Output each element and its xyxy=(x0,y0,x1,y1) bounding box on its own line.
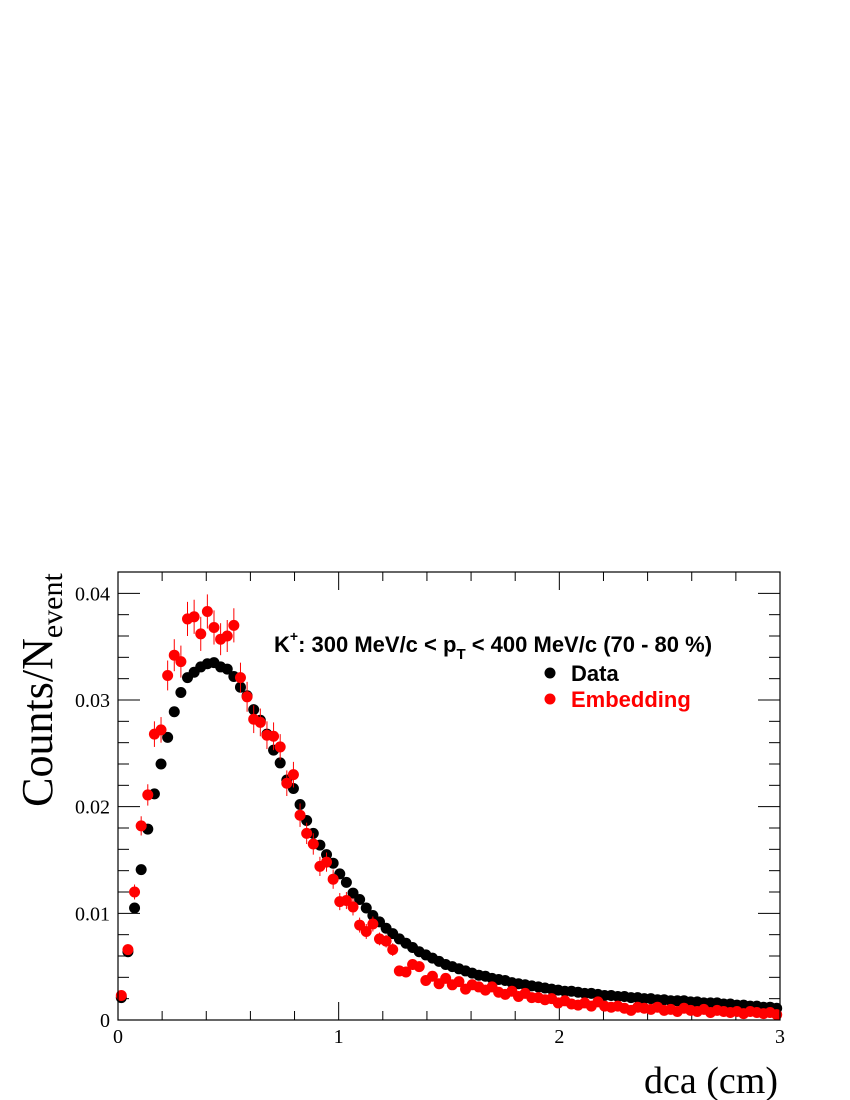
embedding-point xyxy=(188,611,200,623)
axis-ticks xyxy=(117,571,781,1021)
embedding-point xyxy=(307,838,319,850)
legend-label-data: Data xyxy=(571,661,619,686)
data-point xyxy=(162,731,174,743)
embedding-point xyxy=(195,628,207,640)
plot-frame xyxy=(117,571,781,1021)
embedding-point xyxy=(360,925,372,937)
embedding-point xyxy=(281,777,293,789)
data-point xyxy=(175,687,187,699)
embedding-point xyxy=(234,672,246,684)
embedding-point xyxy=(254,716,266,728)
embedding-point xyxy=(453,976,465,988)
embedding-point xyxy=(367,918,379,930)
embedding-point xyxy=(208,621,220,633)
embedding-point xyxy=(426,970,438,982)
data-point xyxy=(168,706,180,718)
x-tick-label: 3 xyxy=(775,1026,785,1048)
x-tick-label: 1 xyxy=(334,1026,344,1048)
embedding-point xyxy=(162,669,174,681)
embedding-point xyxy=(321,856,333,868)
data-point xyxy=(360,902,372,914)
embedding-point xyxy=(122,944,134,956)
embedding-point xyxy=(155,724,167,736)
embedding-point xyxy=(241,691,253,703)
embedding-point xyxy=(294,809,306,821)
y-axis-title: Counts/Nevent xyxy=(13,573,69,807)
embedding-point xyxy=(228,619,240,631)
series-embedding xyxy=(115,594,783,1021)
legend-marker-embedding xyxy=(544,693,556,705)
y-tick-label: 0.02 xyxy=(75,797,110,819)
x-axis-title: dca (cm) xyxy=(644,1060,778,1100)
y-tick-label: 0.04 xyxy=(75,583,110,605)
embedding-point xyxy=(400,966,412,978)
y-tick-label: 0 xyxy=(100,1010,110,1032)
legend-label-embedding: Embedding xyxy=(571,687,691,712)
embedding-point xyxy=(268,730,280,742)
embedding-point xyxy=(274,741,286,753)
chart-annotation: K+: 300 MeV/c < pT < 400 MeV/c (70 - 80 … xyxy=(274,628,712,663)
embedding-point xyxy=(347,901,359,913)
legend-marker-data xyxy=(544,667,556,679)
embedding-point xyxy=(413,961,425,973)
embedding-point xyxy=(287,769,299,781)
x-tick-label: 2 xyxy=(554,1026,564,1048)
data-point xyxy=(340,876,352,888)
embedding-point xyxy=(380,935,392,947)
data-point xyxy=(221,663,233,675)
embedding-point xyxy=(129,886,141,898)
embedding-point xyxy=(327,873,339,885)
data-point xyxy=(354,893,366,905)
tick-labels: 0 1 2 3 0 0.01 0.02 0.03 0.04 xyxy=(75,583,785,1048)
data-point xyxy=(129,902,141,914)
x-tick-label: 0 xyxy=(113,1026,123,1048)
embedding-point xyxy=(142,789,154,801)
embedding-point xyxy=(201,605,213,617)
embedding-point xyxy=(135,820,147,832)
data-point xyxy=(274,757,286,769)
embedding-point xyxy=(301,827,313,839)
data-point xyxy=(135,864,147,876)
data-point xyxy=(155,758,167,770)
embedding-point xyxy=(221,630,233,642)
embedding-point xyxy=(175,656,187,668)
legend: Data Embedding xyxy=(544,661,691,712)
y-tick-label: 0.01 xyxy=(75,903,110,925)
y-tick-label: 0.03 xyxy=(75,690,110,712)
embedding-point xyxy=(387,944,399,956)
